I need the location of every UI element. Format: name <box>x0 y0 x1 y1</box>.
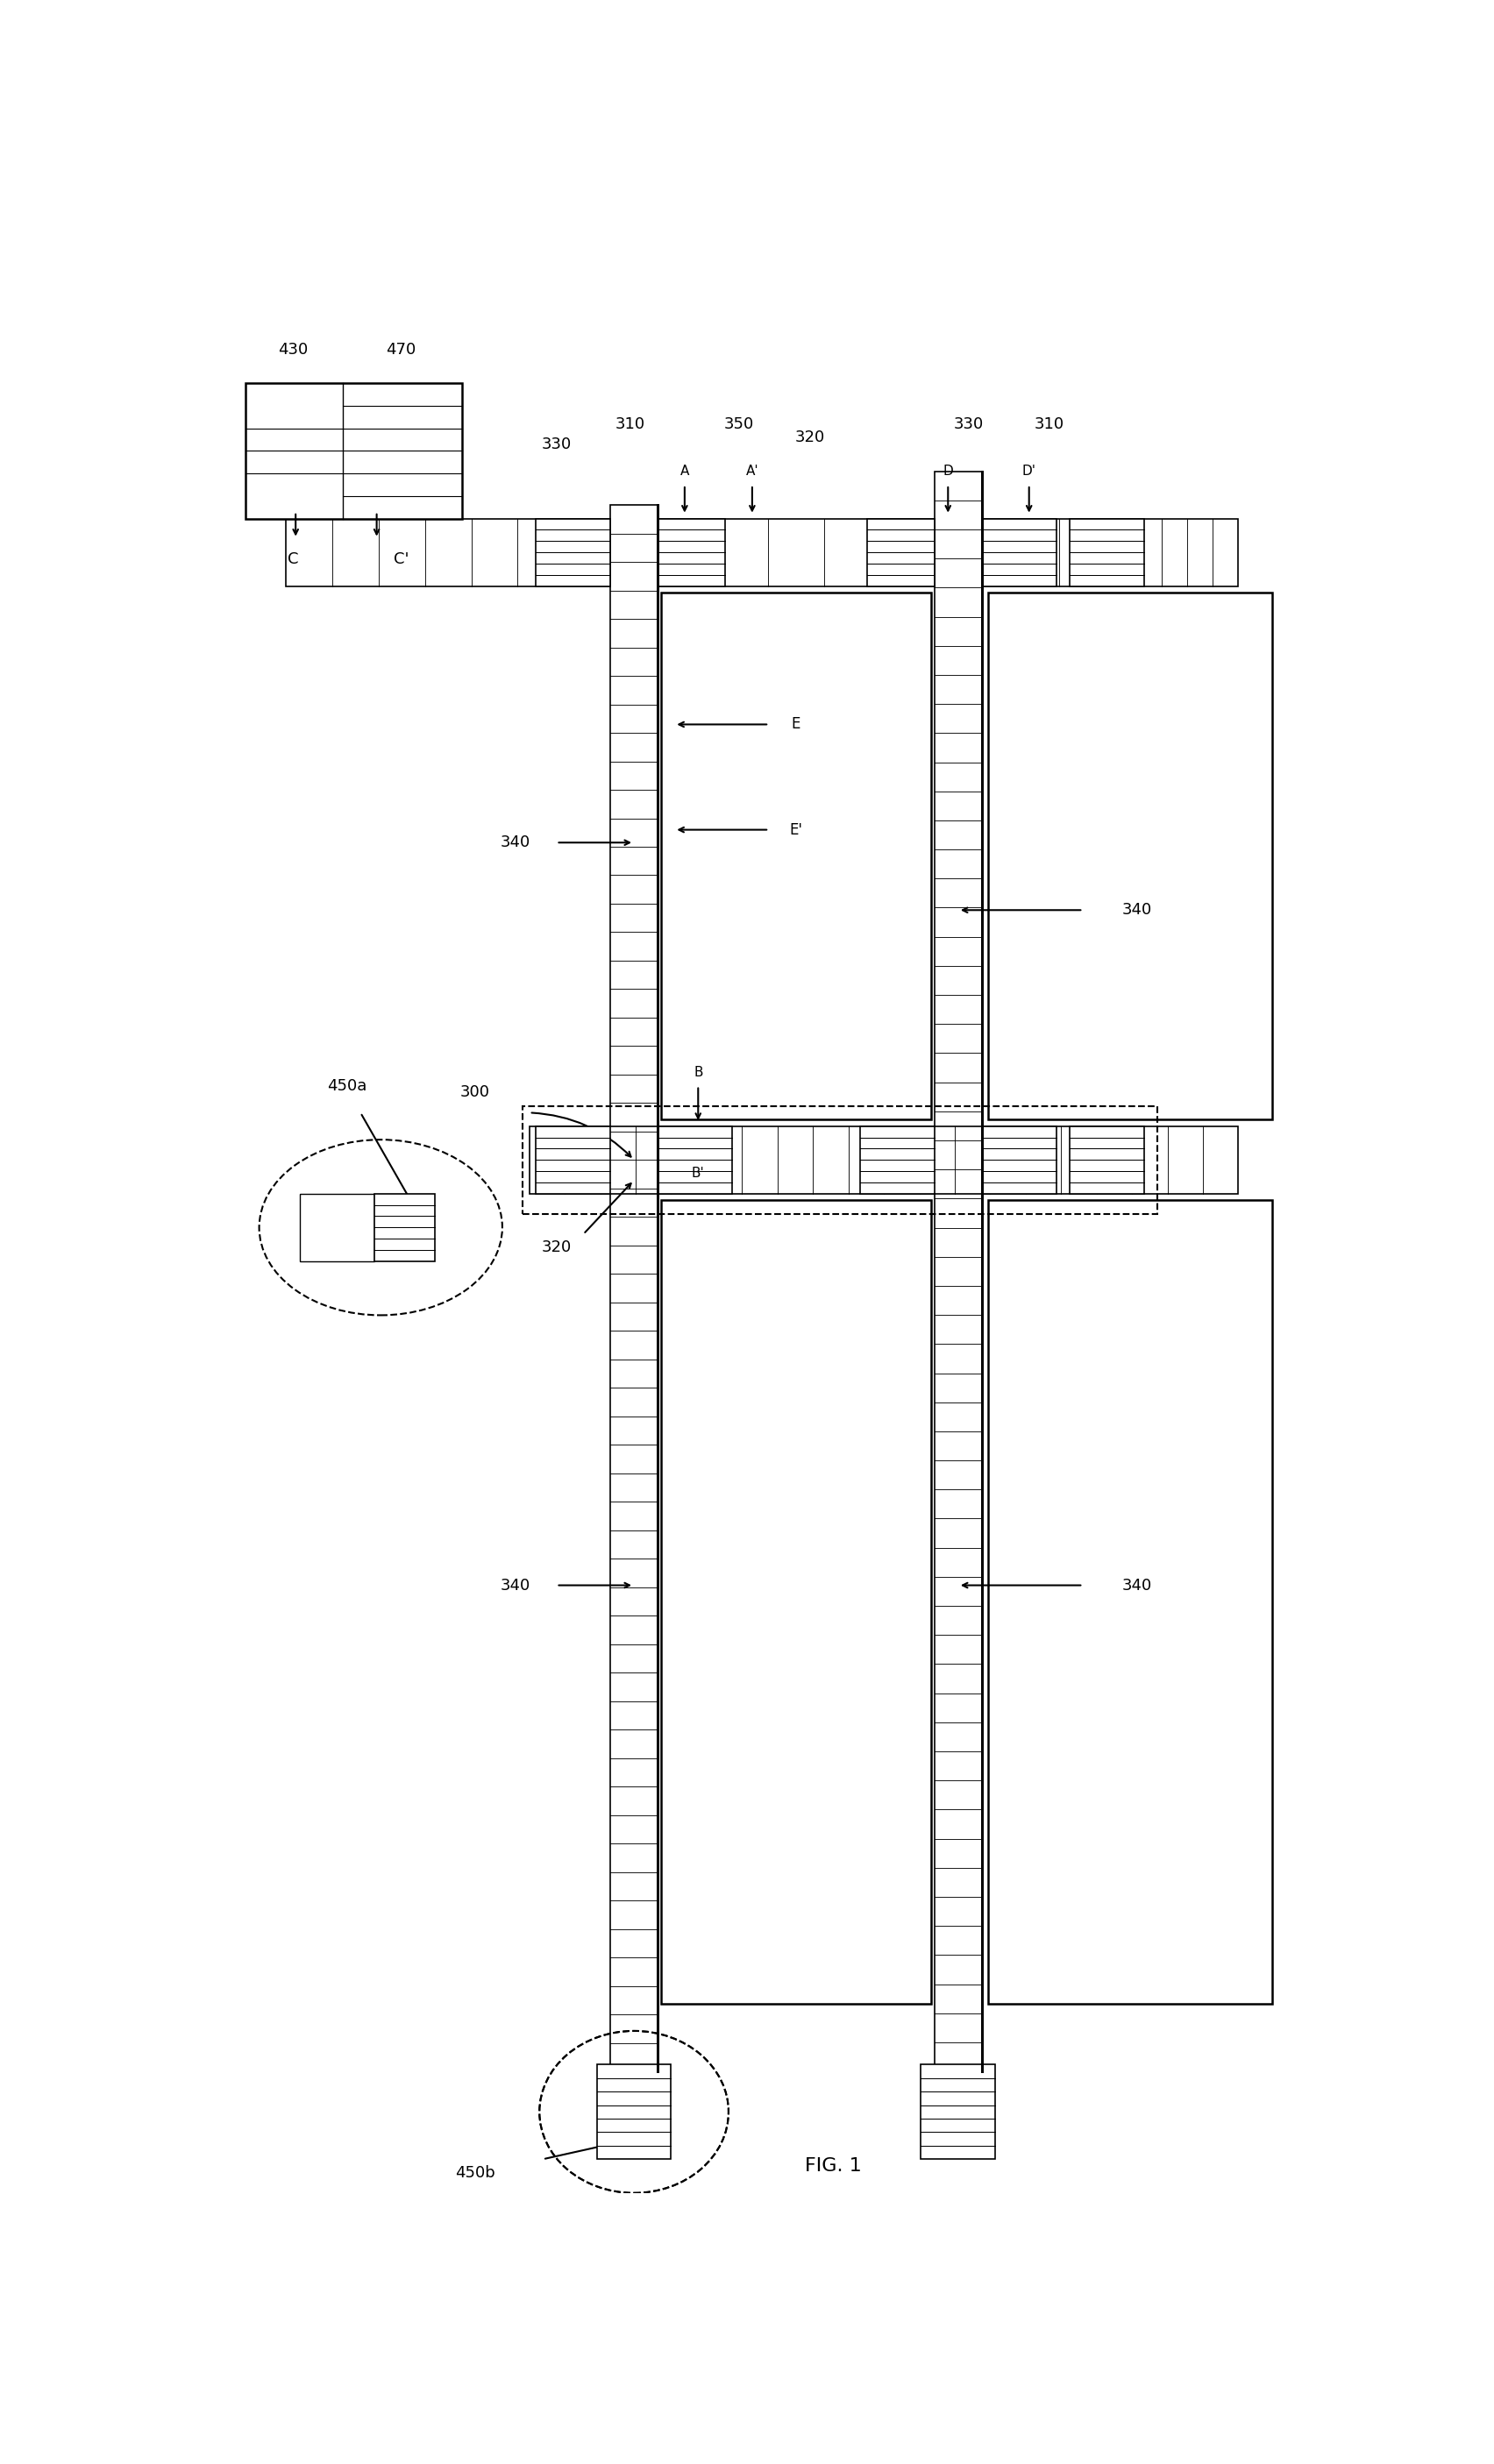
Text: B: B <box>693 1064 702 1079</box>
Bar <box>920 2065 995 2158</box>
Bar <box>867 517 935 586</box>
Bar <box>657 517 725 586</box>
Bar <box>982 517 1056 586</box>
Bar <box>982 517 1239 586</box>
Text: 340: 340 <box>500 1577 530 1594</box>
Bar <box>657 1126 732 1193</box>
Text: 310: 310 <box>1034 416 1064 431</box>
Text: 300: 300 <box>460 1084 490 1101</box>
Text: 310: 310 <box>616 416 645 431</box>
Text: 450a: 450a <box>327 1077 368 1094</box>
Bar <box>989 594 1273 1119</box>
Text: 450b: 450b <box>456 2166 496 2181</box>
Text: C: C <box>287 552 299 567</box>
Bar <box>657 517 935 586</box>
Text: 330: 330 <box>541 436 571 451</box>
Text: 340: 340 <box>1122 1577 1152 1594</box>
Text: D: D <box>943 466 953 478</box>
Text: 340: 340 <box>500 835 530 850</box>
Bar <box>660 1200 931 2003</box>
Bar <box>982 1126 1056 1193</box>
Text: B': B' <box>692 1168 705 1180</box>
Bar <box>523 1106 1158 1215</box>
Text: 430: 430 <box>278 342 308 357</box>
Bar <box>861 1126 935 1193</box>
Bar <box>536 1126 611 1193</box>
Text: 320: 320 <box>795 429 825 446</box>
Bar <box>245 384 462 517</box>
Text: FIG. 1: FIG. 1 <box>805 2156 862 2176</box>
Text: 470: 470 <box>385 342 415 357</box>
Bar <box>1070 1126 1144 1193</box>
Text: C': C' <box>393 552 409 567</box>
Text: E': E' <box>789 823 802 838</box>
Text: 340: 340 <box>1122 902 1152 919</box>
Text: D': D' <box>1022 466 1035 478</box>
Text: 330: 330 <box>953 416 983 431</box>
Bar <box>374 1193 435 1262</box>
Bar <box>611 505 657 2072</box>
Bar <box>287 517 611 586</box>
Bar <box>989 1200 1273 2003</box>
Bar <box>1070 517 1144 586</box>
Text: A': A' <box>746 466 759 478</box>
Bar <box>536 517 611 586</box>
Text: E: E <box>792 717 801 732</box>
Bar <box>596 2065 671 2158</box>
Bar <box>935 471 982 2072</box>
Text: 320: 320 <box>541 1239 571 1257</box>
Bar <box>660 594 931 1119</box>
Bar <box>300 1193 374 1262</box>
Text: 350: 350 <box>723 416 753 431</box>
Bar <box>529 1126 1239 1193</box>
Text: A: A <box>680 466 689 478</box>
